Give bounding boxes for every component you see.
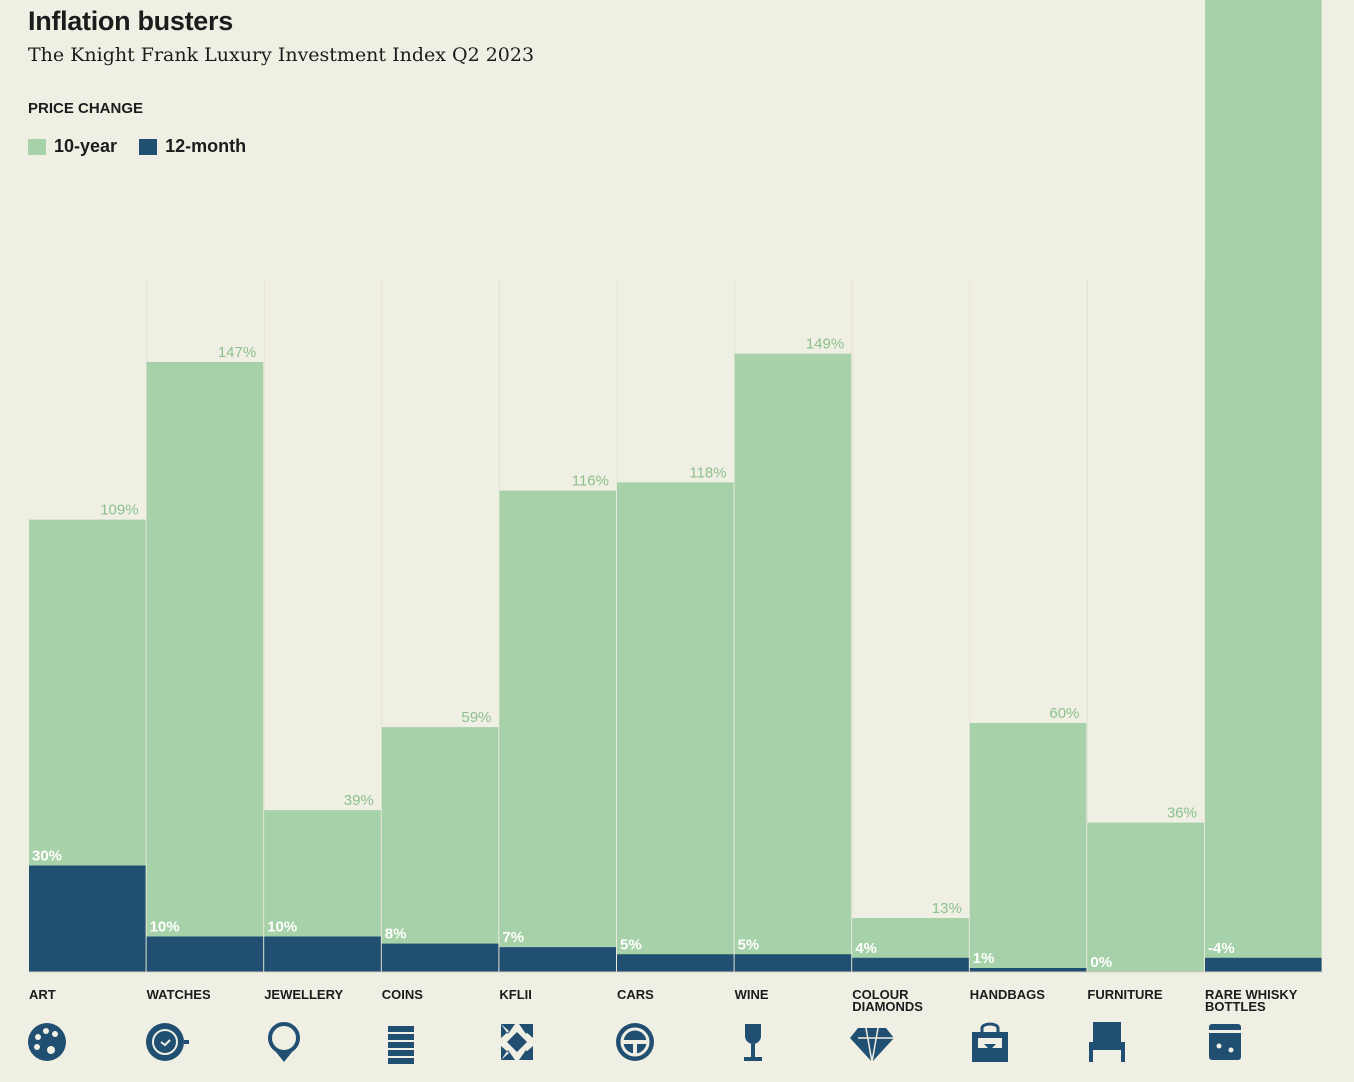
bar-12-month-coins [381, 943, 499, 972]
label-12-month-furniture: 0% [1090, 954, 1112, 971]
bar-12-month-handbags [969, 968, 1087, 972]
diamond-icon [850, 1020, 895, 1064]
bar-12-month-wine [734, 954, 852, 972]
chart-subtitle: The Knight Frank Luxury Investment Index… [28, 44, 535, 66]
label-12-month-jewellery: 10% [267, 919, 297, 936]
legend: 10-year 12-month [28, 136, 268, 157]
chart-title: Inflation busters [28, 6, 233, 36]
bar-10-year-coins [381, 727, 499, 972]
label-10-year-colour-diamonds: 13% [932, 900, 962, 917]
label-12-month-wine: 5% [738, 936, 760, 953]
legend-swatch-10-year [28, 138, 46, 155]
label-12-month-kflii: 7% [502, 929, 524, 946]
wine-glass-icon [733, 1020, 777, 1064]
label-10-year-wine: 149% [806, 336, 844, 353]
label-10-year-kflii: 116% [572, 473, 609, 490]
legend-swatch-12-month [139, 138, 158, 155]
category-label-colour-diamonds: COLOUR DIAMONDS [852, 987, 923, 1014]
coins-icon [380, 1020, 424, 1064]
legend-item-12-month: 12-month [139, 136, 246, 157]
legend-label-10-year: 10-year [54, 136, 118, 156]
category-label-cars: CARS [617, 987, 654, 1002]
category-label-watches: WATCHES [146, 987, 211, 1002]
bar-10-year-handbags [969, 723, 1087, 972]
category-label-jewellery: JEWELLERY [264, 987, 344, 1002]
label-12-month-cars: 5% [620, 936, 642, 953]
label-12-month-watches: 10% [150, 919, 180, 936]
bar-12-month-art [29, 865, 146, 972]
legend-item-10-year: 10-year [28, 136, 117, 157]
bar-10-year-furniture [1087, 822, 1204, 972]
label-10-year-handbags: 60% [1049, 705, 1079, 722]
label-10-year-jewellery: 39% [344, 792, 374, 809]
bar-10-year-wine [734, 353, 852, 972]
label-10-year-coins: 59% [461, 709, 491, 726]
category-label-wine: WINE [734, 987, 769, 1002]
chair-icon [1085, 1020, 1129, 1064]
bar-12-month-colour-diamonds [852, 957, 969, 972]
legend-heading: PRICE CHANGE [28, 100, 144, 117]
label-12-month-rare-whisky-bottles: -4% [1208, 940, 1235, 957]
bar-12-month-jewellery [264, 936, 381, 972]
category-label-furniture: FURNITURE [1087, 987, 1163, 1002]
label-12-month-coins: 8% [385, 926, 407, 943]
label-10-year-art: 109% [100, 502, 138, 519]
bar-10-year-rare-whisky-bottles [1205, 0, 1322, 972]
steering-wheel-icon [615, 1020, 659, 1064]
legend-label-12-month: 12-month [165, 136, 247, 156]
label-12-month-handbags: 1% [973, 950, 995, 967]
label-12-month-art: 30% [32, 848, 62, 865]
bar-12-month-cars [617, 954, 734, 972]
label-12-month-colour-diamonds: 4% [855, 940, 877, 957]
bar-10-year-watches [146, 361, 264, 972]
ring-icon [262, 1020, 306, 1064]
category-label-handbags: HANDBAGS [969, 987, 1045, 1002]
bar-10-year-cars [617, 482, 734, 972]
bar-10-year-kflii [499, 490, 616, 972]
label-10-year-watches: 147% [218, 344, 256, 361]
category-label-art: ART [29, 987, 56, 1002]
bar-12-month-kflii [499, 947, 616, 972]
whisky-bottle-icon [1203, 1020, 1247, 1064]
category-label-kflii: KFLII [499, 987, 532, 1002]
category-label-coins: COINS [381, 987, 423, 1002]
label-10-year-furniture: 36% [1167, 805, 1197, 822]
category-label-rare-whisky-bottles: RARE WHISKY BOTTLES [1205, 987, 1298, 1014]
label-10-year-cars: 118% [689, 464, 726, 481]
bar-12-month-rare-whisky-bottles [1205, 957, 1322, 972]
watch-icon [145, 1020, 189, 1064]
handbag-icon [968, 1020, 1012, 1064]
palette-icon [27, 1020, 71, 1064]
kflii-icon [497, 1020, 541, 1064]
bar-12-month-watches [146, 936, 264, 972]
